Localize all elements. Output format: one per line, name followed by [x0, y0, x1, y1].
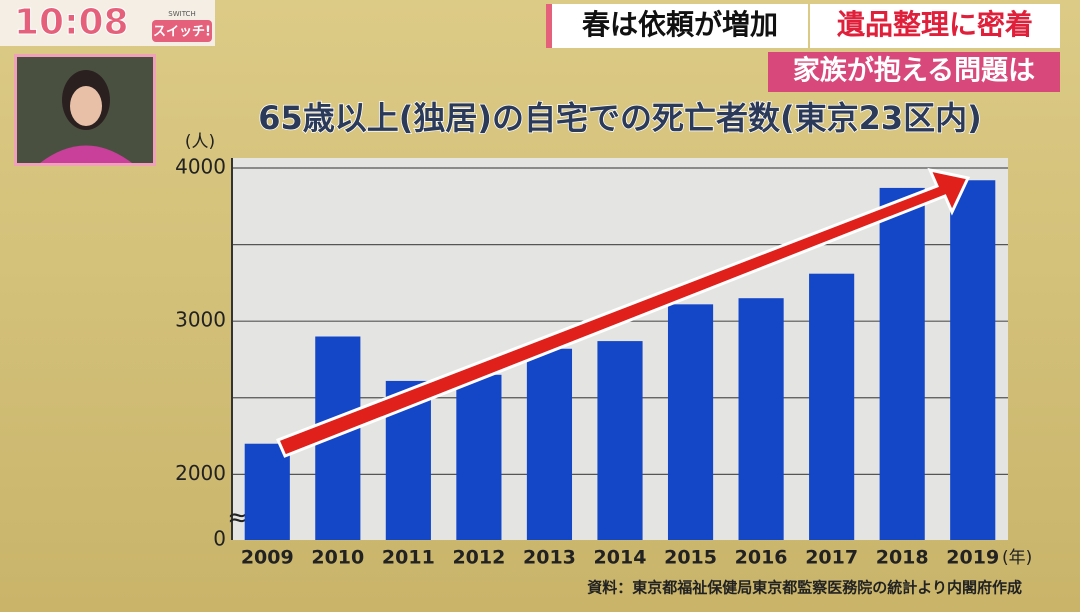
headline-box — [768, 52, 1060, 92]
person-face — [70, 86, 102, 126]
headline: 遺品整理に密着 — [837, 8, 1033, 41]
y-tick-label: 4000 — [175, 155, 226, 179]
bar — [950, 180, 996, 540]
bar — [809, 273, 855, 540]
bar — [456, 374, 502, 540]
headline-box — [552, 4, 808, 48]
x-tick-label: 2009 — [241, 547, 294, 569]
x-unit: (年) — [1002, 548, 1032, 568]
bar — [244, 443, 290, 540]
y-tick-label: 2000 — [175, 461, 226, 485]
y-unit: (人) — [185, 132, 215, 152]
overlay — [275, 167, 971, 458]
x-tick-label: 2013 — [523, 547, 576, 569]
x-tick-label: 2017 — [805, 547, 858, 569]
x-tick-label: 2016 — [735, 547, 788, 569]
clock: 10:08 — [14, 2, 129, 43]
bar — [597, 341, 643, 540]
bar — [667, 304, 714, 540]
headline-accent — [546, 4, 552, 48]
person-body — [40, 145, 132, 163]
x-tick-label: 2015 — [664, 547, 717, 569]
x-tick-label: 2019 — [946, 547, 999, 569]
x-tick-label: 2018 — [876, 547, 929, 569]
logo-sub: SWITCH — [168, 10, 195, 18]
y-tick-label: 3000 — [175, 308, 226, 332]
axis-break: ≈ — [227, 503, 249, 533]
logo: スイッチ! — [153, 25, 211, 40]
x-tick-label: 2014 — [594, 547, 647, 569]
logo-box — [152, 20, 212, 42]
plot: 0 2000 3000 4000 ≈2009 2010 2011 2012 2013 2014 20… — [175, 155, 1008, 569]
source: 資料：東京都福祉保健局東京都監察医務院の統計より内閣府作成 — [587, 579, 1022, 597]
bar — [879, 187, 925, 540]
x-tick-label: 2010 — [311, 547, 364, 569]
headline: 春は依頼が増加 — [582, 8, 778, 41]
bar — [526, 348, 573, 540]
trend-arrow — [275, 167, 971, 458]
chart-title: 65歳以上(独居)の自宅での死亡者数(東京23区内) — [258, 99, 982, 137]
x-tick-label: 2011 — [382, 547, 435, 569]
bar — [738, 298, 784, 540]
headline: 家族が抱える問題は — [793, 55, 1035, 87]
y-tick-label: 0 — [213, 527, 226, 551]
x-tick-label: 2012 — [452, 547, 505, 569]
headline-box — [810, 4, 1060, 48]
